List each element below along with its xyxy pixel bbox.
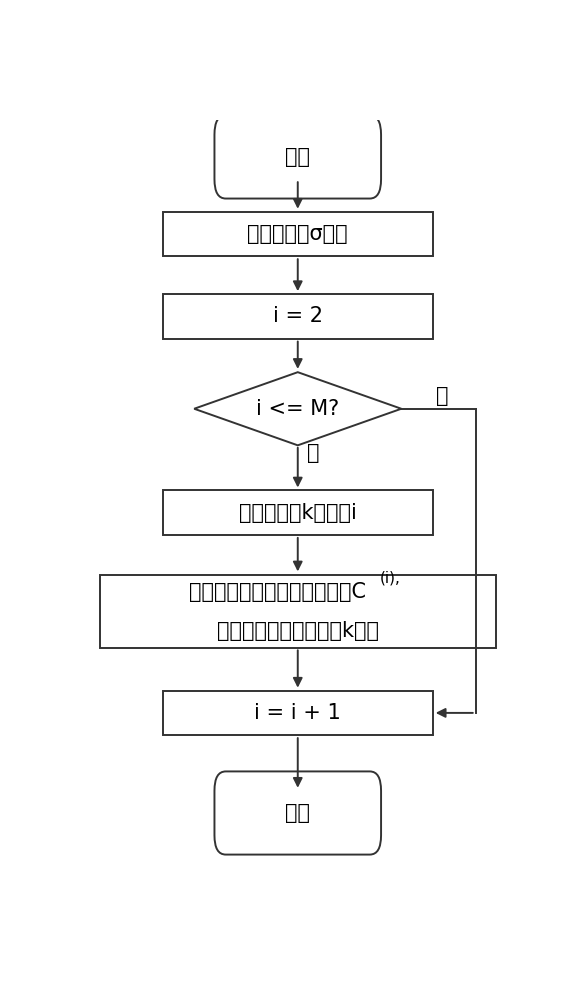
Text: 设置核參数σ的值: 设置核參数σ的值 — [248, 224, 348, 244]
Text: i = 2: i = 2 — [272, 306, 323, 326]
Bar — [163, 294, 433, 339]
FancyBboxPatch shape — [214, 771, 381, 855]
Bar — [100, 575, 496, 648]
Text: (i),: (i), — [379, 570, 400, 585]
Text: 时间序列数据集被聚为k个类: 时间序列数据集被聚为k个类 — [217, 621, 379, 641]
Text: i <= M?: i <= M? — [256, 399, 339, 419]
Polygon shape — [194, 372, 401, 445]
Text: 设置聚类数k的值为i: 设置聚类数k的值为i — [239, 503, 357, 523]
Bar — [163, 212, 433, 256]
Text: 起始: 起始 — [285, 147, 310, 167]
Text: 是: 是 — [307, 443, 320, 463]
Bar — [163, 490, 433, 535]
Text: 否: 否 — [436, 386, 448, 406]
FancyBboxPatch shape — [214, 115, 381, 199]
Text: i = i + 1: i = i + 1 — [254, 703, 341, 723]
Text: 通过训练得到一个聚类学习器C: 通过训练得到一个聚类学习器C — [189, 582, 366, 602]
Text: 结束: 结束 — [285, 803, 310, 823]
Bar — [163, 691, 433, 735]
